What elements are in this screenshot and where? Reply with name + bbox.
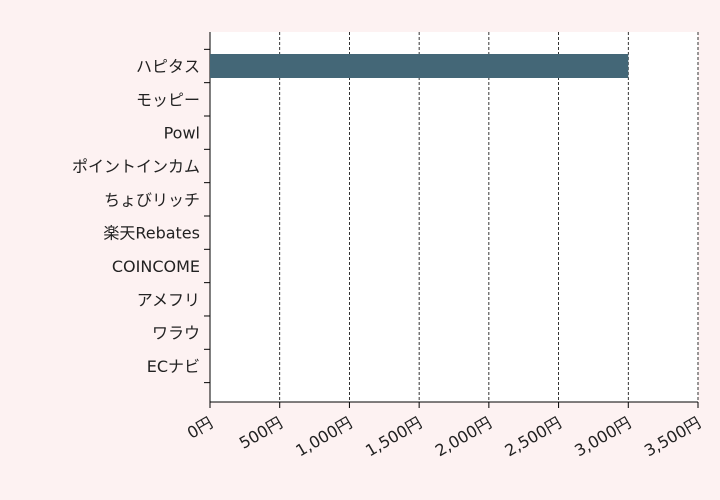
y-tick-label: COINCOME: [112, 257, 200, 276]
y-tick-label: 楽天Rebates: [103, 224, 200, 243]
bar: [210, 54, 629, 78]
y-tick-label: Powl: [164, 124, 200, 143]
y-tick-label: ちょびリッチ: [104, 190, 200, 209]
y-tick-label: モッピー: [136, 90, 200, 109]
y-tick-label: ポイントインカム: [72, 157, 200, 176]
plot-area: [210, 32, 698, 402]
y-tick-label: アメフリ: [137, 290, 200, 309]
y-tick-label: ワラウ: [152, 324, 200, 343]
y-tick-label: ECナビ: [147, 357, 200, 376]
y-tick-label: ハピタス: [136, 57, 200, 76]
